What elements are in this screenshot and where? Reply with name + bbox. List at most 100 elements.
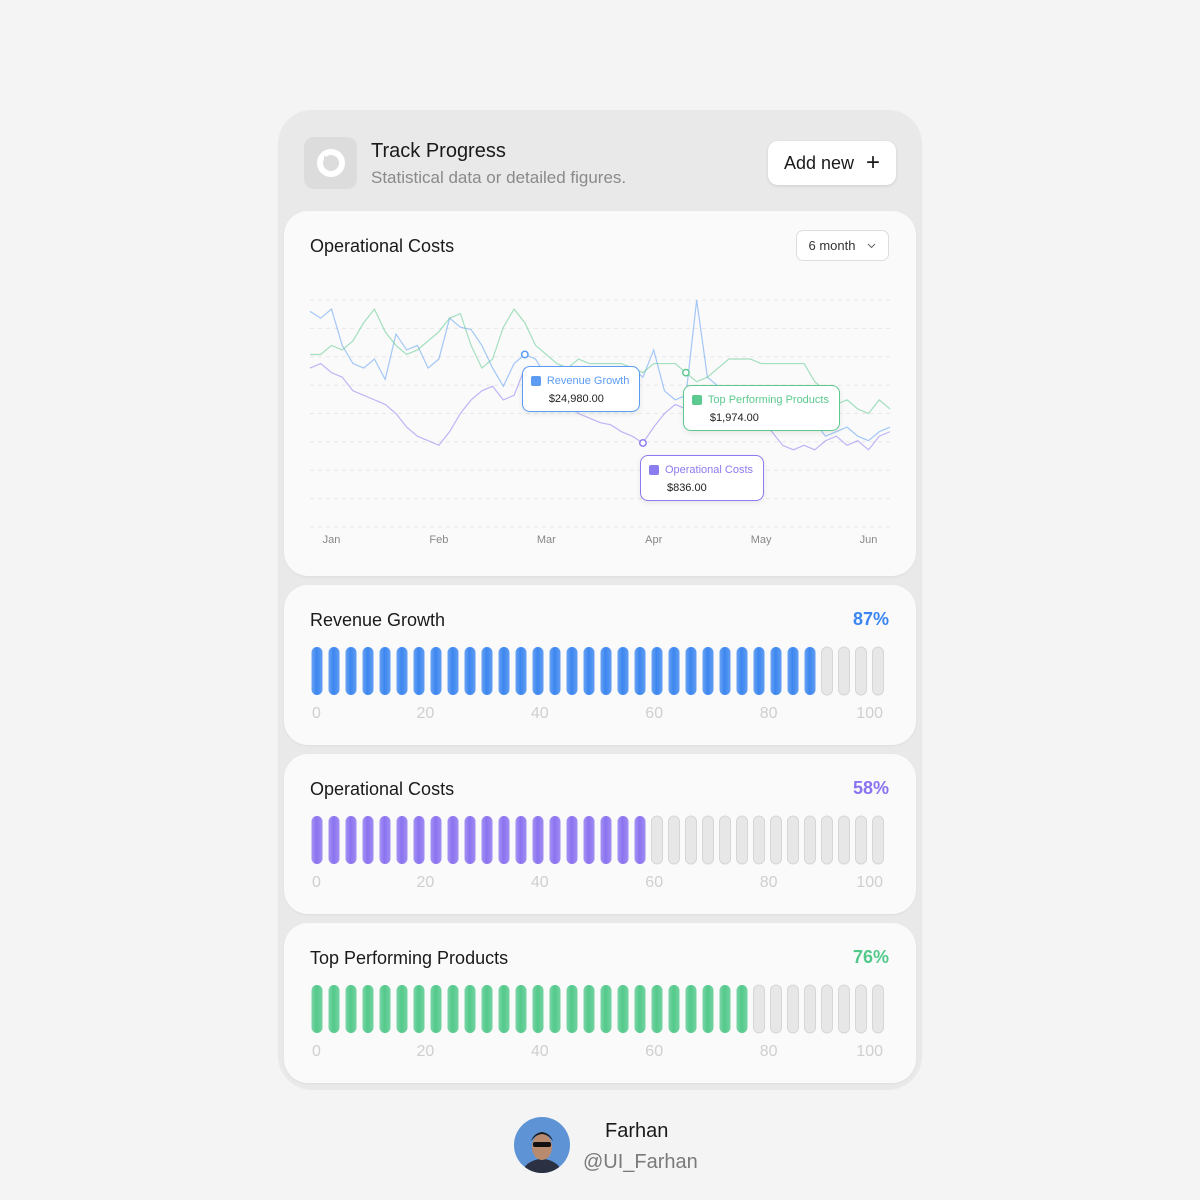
header-subtitle: Statistical data or detailed figures. — [371, 168, 627, 187]
tooltip: Operational Costs $836.00 — [639, 455, 764, 501]
progress-bars: 0 20 40 60 80 100 — [311, 984, 884, 1060]
filled-bar — [413, 647, 425, 695]
tooltip-header: Revenue Growth — [530, 375, 630, 388]
x-tick-label: Mar — [537, 534, 556, 546]
scale-label: 0 — [312, 1043, 321, 1060]
empty-bar — [736, 815, 748, 865]
filled-bar — [617, 985, 629, 1033]
filled-bar — [617, 816, 629, 864]
author-name: Farhan — [605, 1120, 669, 1142]
scale-label: 100 — [856, 705, 883, 722]
tooltip-swatch — [691, 394, 702, 405]
scale-label: 40 — [531, 705, 549, 722]
empty-bar — [787, 984, 799, 1034]
empty-bar — [651, 815, 663, 865]
filled-bar — [481, 985, 493, 1033]
plus-icon: + — [866, 149, 881, 176]
filled-bar — [498, 985, 510, 1033]
filled-bar — [804, 647, 816, 695]
filled-bar — [532, 647, 544, 695]
tooltip-header: Top Performing Products — [691, 393, 829, 406]
filled-bar — [600, 985, 612, 1033]
chevron — [868, 243, 876, 248]
empty-bar — [872, 815, 884, 865]
empty-bar — [770, 815, 782, 865]
filled-bar — [498, 816, 510, 864]
empty-bar — [787, 815, 799, 865]
progress-title: Top Performing Products — [310, 948, 509, 968]
tooltip: Top Performing Products $1,974.00 — [682, 384, 840, 431]
filled-bar — [515, 816, 527, 864]
filled-bar — [430, 647, 442, 695]
empty-bar — [855, 646, 867, 696]
icon — [304, 137, 357, 189]
scale-label: 60 — [645, 705, 663, 722]
empty-bar — [804, 984, 816, 1034]
filled-bar — [328, 816, 340, 864]
tooltip-series: Operational Costs — [664, 464, 753, 476]
x-tick-label: Feb — [429, 534, 448, 546]
filled-bar — [362, 985, 374, 1033]
scale-label: 80 — [760, 1043, 778, 1060]
highlight-point — [639, 439, 647, 447]
filled-bar — [515, 985, 527, 1033]
filled-bar — [362, 647, 374, 695]
empty-bar — [685, 815, 697, 865]
header-title: Track Progress — [371, 140, 506, 162]
empty-bar — [855, 984, 867, 1034]
scale-label: 20 — [417, 874, 435, 891]
filled-bar — [464, 816, 476, 864]
empty-bar — [838, 984, 850, 1034]
filled-bar — [787, 647, 799, 695]
period-dropdown[interactable]: 6 month — [796, 230, 889, 261]
tooltip-series: Revenue Growth — [546, 375, 630, 388]
filled-bar — [328, 985, 340, 1033]
series-line — [310, 307, 891, 415]
progress-value: 58% — [852, 778, 889, 798]
filled-bar — [481, 816, 493, 864]
empty-bar — [855, 815, 867, 865]
author-handle: @UI_Farhan — [583, 1151, 698, 1173]
progress-bars: 0 20 40 60 80 100 — [311, 815, 884, 891]
add-button[interactable]: Add new + — [768, 141, 896, 185]
filled-bar — [668, 647, 680, 695]
filled-bar — [600, 816, 612, 864]
filled-bar — [634, 647, 646, 695]
filled-bar — [702, 985, 714, 1033]
filled-bar — [396, 816, 408, 864]
filled-bar — [702, 647, 714, 695]
filled-bar — [498, 647, 510, 695]
filled-bar — [668, 985, 680, 1033]
x-tick-label: Jan — [323, 534, 341, 546]
scale-label: 40 — [531, 1043, 549, 1060]
progress-card: Operational Costs 58% 0 20 40 60 80 100 — [284, 754, 916, 914]
empty-bar — [702, 815, 714, 865]
avatar — [514, 1117, 570, 1173]
filled-bar — [583, 816, 595, 864]
filled-bar — [566, 985, 578, 1033]
x-tick-label: May — [751, 534, 772, 546]
filled-bar — [651, 647, 663, 695]
filled-bar — [549, 816, 561, 864]
progress-title: Operational Costs — [310, 779, 455, 799]
filled-bar — [345, 816, 357, 864]
filled-bar — [311, 816, 323, 864]
empty-bar — [872, 646, 884, 696]
filled-bar — [396, 647, 408, 695]
filled-bar — [651, 985, 663, 1033]
filled-bar — [634, 985, 646, 1033]
filled-bar — [566, 647, 578, 695]
filled-bar — [566, 816, 578, 864]
series-line — [309, 362, 891, 451]
scale-label: 60 — [645, 874, 663, 891]
filled-bar — [311, 647, 323, 695]
empty-bar — [668, 815, 680, 865]
filled-bar — [770, 647, 782, 695]
filled-bar — [464, 647, 476, 695]
filled-bar — [311, 985, 323, 1033]
filled-bar — [719, 985, 731, 1033]
tooltip-series: Top Performing Products — [707, 393, 829, 406]
scale-label: 80 — [760, 874, 778, 891]
tooltip: Revenue Growth $24,980.00 — [521, 366, 641, 413]
